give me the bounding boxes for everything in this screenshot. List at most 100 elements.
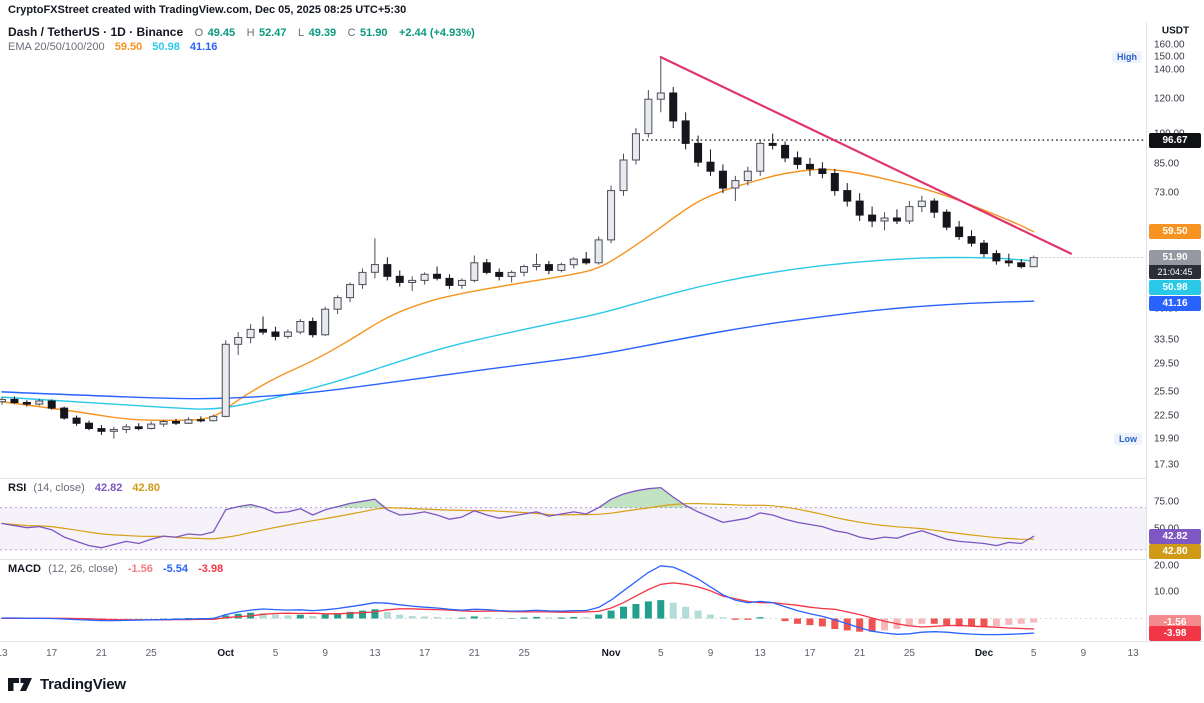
macd-histogram-bar — [756, 617, 764, 619]
candle-body — [557, 264, 566, 271]
macd-histogram-bar — [707, 614, 715, 619]
macd-histogram-bar — [644, 601, 652, 619]
symbol-title[interactable]: Dash / TetherUS · 1D · Binance — [8, 25, 184, 39]
price-tick: 17.30 — [1154, 459, 1180, 471]
macd-legend[interactable]: MACD (12, 26, close) -1.56 -5.54 -3.98 — [8, 563, 223, 575]
macd-histogram-bar — [943, 618, 951, 626]
candle-body — [420, 273, 429, 281]
macd-histogram-bar — [334, 613, 342, 619]
high-value: 52.47 — [259, 27, 287, 39]
macd-histogram-bar — [905, 618, 913, 627]
macd-histogram-bar — [271, 614, 279, 619]
candle-body — [955, 226, 964, 238]
pane-divider[interactable] — [0, 559, 1204, 560]
candle-body — [607, 190, 616, 241]
price-tick: 73.00 — [1154, 187, 1180, 199]
price-tick: 19.90 — [1154, 433, 1180, 445]
candle-body — [209, 415, 218, 422]
candle-body — [457, 279, 466, 286]
price-tick: 29.50 — [1154, 358, 1180, 370]
time-label: 21 — [95, 648, 107, 659]
candle-body — [544, 264, 553, 271]
candle-body — [122, 426, 131, 430]
macd-histogram-bar — [918, 618, 926, 624]
candle-body — [731, 180, 740, 189]
macd-histogram-bar — [358, 610, 366, 619]
macd-histogram-bar — [421, 616, 429, 619]
candle-body — [358, 271, 367, 286]
candle-body — [271, 331, 280, 337]
level-price-badge: 96.67 — [1149, 132, 1201, 148]
macd-histogram-bar — [495, 618, 503, 619]
macd-histogram-bar — [968, 618, 976, 627]
symbol-legend-row: Dash / TetherUS · 1D · Binance O 49.45 H… — [8, 24, 475, 39]
candle-body — [97, 428, 106, 432]
rsi-legend[interactable]: RSI (14, close) 42.82 42.80 — [8, 482, 160, 494]
macd-histogram-bar — [396, 614, 404, 619]
candle-body — [221, 343, 230, 417]
macd-histogram-bar — [992, 618, 1000, 626]
candle-body — [992, 253, 1001, 262]
candle-body — [656, 92, 665, 100]
macd-histogram-bar — [545, 617, 553, 619]
ema100-value: 41.16 — [189, 41, 218, 53]
time-label: Dec — [974, 648, 994, 659]
ema-legend-row[interactable]: EMA 20/50/100/200 59.50 50.98 41.16 — [8, 40, 475, 55]
chart-canvas[interactable] — [0, 0, 1146, 641]
rsi-ma-badge: 42.80 — [1149, 543, 1201, 559]
candle-body — [594, 239, 603, 264]
macd-histogram-bar — [557, 617, 565, 619]
low-value: 49.39 — [308, 27, 337, 39]
macd-histogram-bar — [831, 618, 839, 629]
macd-histogram-bar — [321, 614, 329, 619]
main-legend: Dash / TetherUS · 1D · Binance O 49.45 H… — [8, 24, 475, 55]
macd-histogram-bar — [657, 600, 665, 619]
candle-body — [718, 170, 727, 189]
candle-body — [346, 284, 355, 299]
candle-body — [296, 321, 305, 333]
candle-body — [979, 242, 988, 255]
candle-body — [395, 275, 404, 283]
macd-histogram-bar — [122, 618, 130, 619]
macd-histogram-bar — [719, 617, 727, 619]
macd-histogram-bar — [259, 613, 267, 619]
candle-body — [184, 419, 193, 424]
pane-divider[interactable] — [0, 478, 1204, 479]
macd-histogram-bar — [955, 618, 963, 627]
macd-histogram-bar — [980, 618, 988, 627]
time-label: 5 — [658, 648, 664, 659]
price-scale[interactable]: USDT 160.00150.00140.00120.00100.0085.00… — [1147, 0, 1204, 641]
time-label: 25 — [145, 648, 157, 659]
macd-histogram-bar — [184, 618, 192, 619]
candle-body — [880, 217, 889, 222]
macd-histogram-bar — [470, 616, 478, 619]
tradingview-logo[interactable]: TradingView — [8, 676, 126, 693]
macd-histogram-bar — [620, 606, 627, 619]
candle-body — [109, 429, 118, 432]
rsi-tick: 75.00 — [1154, 496, 1180, 508]
time-axis[interactable]: 13 17 21 25 Oct 5 9 13 17 21 25 Nov 5 9 13 17 21 25 Dec 5 9 1… — [0, 641, 1204, 666]
macd-histogram-bar — [483, 616, 491, 619]
rsi-value: 42.82 — [94, 482, 123, 494]
candle-body — [196, 419, 205, 422]
rsi-tick: 50.00 — [1154, 523, 1179, 534]
candle-body — [930, 200, 939, 213]
price-tick: 25.50 — [1154, 386, 1180, 398]
macd-tick: 20.00 — [1154, 560, 1180, 572]
candle-body — [383, 264, 392, 277]
candle-body — [495, 271, 504, 277]
macd-histogram-bar — [694, 610, 702, 619]
candle-body — [855, 200, 864, 216]
candle-body — [85, 422, 94, 430]
candle-body — [172, 421, 181, 424]
macd-histogram-bar — [682, 606, 690, 619]
macd-title: MACD — [8, 563, 41, 575]
time-label: 13 — [754, 648, 766, 659]
macd-histogram-bar — [371, 609, 379, 619]
close-label: C — [347, 27, 356, 39]
ema50-badge: 50.98 — [1149, 279, 1201, 295]
macd-histogram-bar — [570, 616, 578, 619]
price-tick: 140.00 — [1154, 64, 1185, 76]
macd-histogram-bar — [806, 618, 814, 626]
ema-title: EMA 20/50/100/200 — [8, 41, 105, 53]
